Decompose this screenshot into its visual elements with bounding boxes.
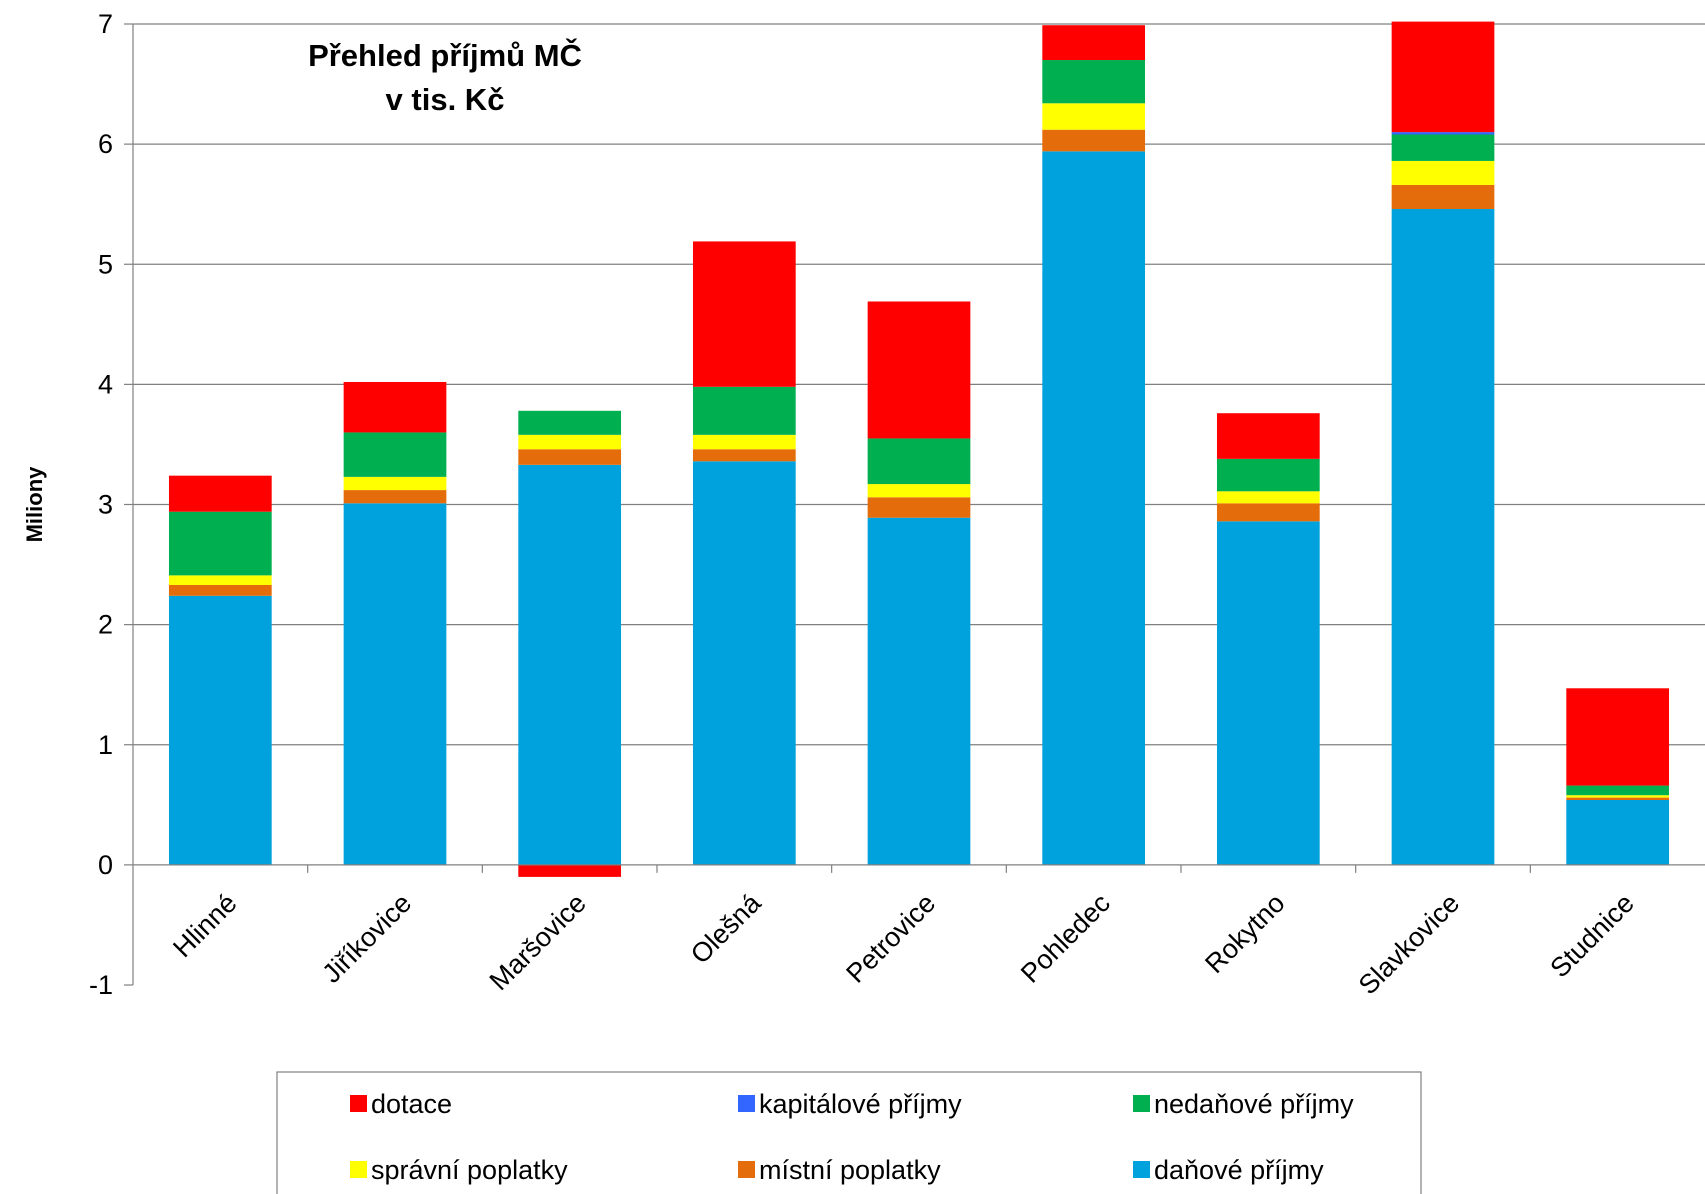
bar-segment	[168, 511, 272, 576]
legend-swatch	[350, 1095, 367, 1112]
bar-segment	[1042, 151, 1146, 865]
x-tick-label: Olešná	[685, 887, 767, 969]
bar-segment	[518, 864, 622, 877]
bar-segment	[1566, 800, 1670, 865]
bar-segment	[1042, 25, 1146, 61]
bar-segment	[692, 241, 796, 387]
legend-swatch	[350, 1161, 367, 1178]
legend-entry-label: daňové příjmy	[1154, 1155, 1324, 1185]
y-axis-label: Miliony	[22, 466, 47, 543]
bar-segment	[1042, 103, 1146, 130]
bar-segment	[343, 490, 447, 504]
bar-segment	[518, 434, 622, 450]
bar-segment	[1391, 184, 1495, 209]
bar-segment	[1566, 795, 1670, 798]
y-tick-label: 0	[98, 850, 113, 880]
y-tick-label: 6	[98, 129, 113, 159]
legend-box	[276, 1071, 1422, 1194]
bar-segment	[343, 503, 447, 865]
x-tick-label: Slavkovice	[1353, 888, 1465, 1000]
bar-segment	[867, 301, 971, 439]
legend-entry-label: nedaňové příjmy	[1154, 1089, 1354, 1119]
legend-swatch	[738, 1161, 755, 1178]
bar-segment	[867, 438, 971, 485]
bar-segment	[867, 484, 971, 498]
bar-segment	[1391, 208, 1495, 865]
legend-entry-label: kapitálové příjmy	[759, 1089, 962, 1119]
bar-segment	[168, 575, 272, 585]
bar-segment	[1391, 160, 1495, 185]
bar-segment	[1216, 413, 1320, 459]
x-tick-label: Rokytno	[1199, 888, 1290, 979]
legend-entry-label: místní poplatky	[759, 1155, 941, 1185]
bar-segment	[1216, 491, 1320, 504]
bar-segment	[692, 434, 796, 450]
bar-segment	[168, 475, 272, 512]
x-tick-label: Maršovice	[484, 888, 592, 996]
bar-segment	[692, 449, 796, 462]
legend-entry-label: dotace	[371, 1089, 452, 1119]
legend-entry-label: správní poplatky	[371, 1155, 568, 1185]
y-tick-label: 4	[98, 369, 113, 399]
y-tick-label: 5	[98, 249, 113, 279]
bar-segment	[518, 449, 622, 465]
bar-segment	[1216, 521, 1320, 865]
chart-title: Přehled příjmů MČ v tis. Kč	[308, 37, 582, 117]
y-tick-label: 3	[98, 490, 113, 520]
y-tick-label: 7	[98, 9, 113, 39]
bar-segment	[867, 517, 971, 865]
bar-segment	[168, 584, 272, 596]
x-tick-label: Pohledec	[1015, 888, 1116, 989]
legend: dotace kapitálové příjmy nedaňové příjmy sp…	[276, 1071, 1422, 1194]
bar-segment	[1216, 458, 1320, 492]
bar-segment	[692, 461, 796, 865]
x-tick-label: Hlinné	[167, 888, 242, 963]
bar-segment	[1566, 688, 1670, 786]
bar-segment	[1566, 785, 1670, 796]
bar-segment	[518, 464, 622, 865]
bar-segment	[343, 432, 447, 477]
bar-segment	[1042, 129, 1146, 152]
bar-segment	[1391, 21, 1495, 133]
bar-segment	[1042, 60, 1146, 104]
bar-segment	[1216, 503, 1320, 522]
chart-title-line: Přehled příjmů MČ	[308, 37, 582, 73]
bar-segment	[168, 595, 272, 865]
bar-segment	[1566, 797, 1670, 801]
y-tick-label: 1	[98, 730, 113, 760]
bar-segment	[1391, 132, 1495, 135]
x-tick-label: Studnice	[1544, 888, 1640, 984]
bar-segment	[343, 476, 447, 491]
y-tick-label: -1	[89, 970, 113, 1000]
x-tick-label: Jiříkovice	[316, 888, 417, 989]
x-tick-label: Petrovice	[840, 888, 941, 989]
bar-segment	[518, 410, 622, 435]
bars	[168, 21, 1670, 877]
legend-swatch	[738, 1095, 755, 1112]
legend-swatch	[1133, 1095, 1150, 1112]
bar-segment	[343, 381, 447, 433]
legend-swatch	[1133, 1161, 1150, 1178]
chart-title-line: v tis. Kč	[386, 82, 505, 117]
bar-segment	[867, 497, 971, 518]
bar-segment	[692, 386, 796, 435]
bar-segment	[1391, 134, 1495, 161]
y-tick-label: 2	[98, 610, 113, 640]
